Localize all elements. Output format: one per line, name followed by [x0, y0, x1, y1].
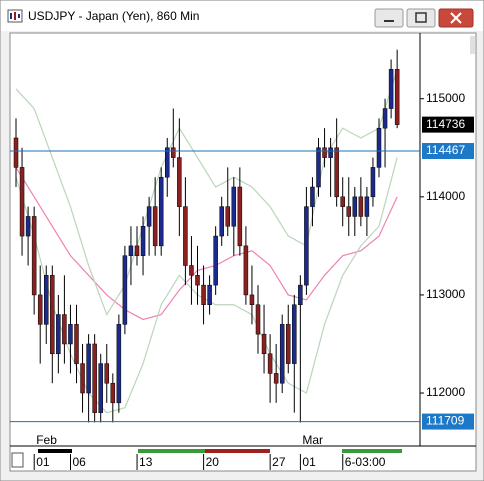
chart-panel [9, 32, 477, 472]
maximize-button[interactable] [406, 8, 436, 28]
y-tick-label: 112000 [426, 385, 465, 399]
indicator-line [15, 69, 398, 316]
candle-body [56, 314, 61, 355]
candle-body [279, 324, 285, 384]
candle-body [255, 304, 261, 335]
candle-body [310, 186, 315, 207]
y-tick-label: 113000 [426, 287, 465, 301]
price-tag [422, 143, 474, 160]
candle-body [346, 206, 351, 217]
candle-body [225, 206, 230, 227]
month-label: Mar [302, 433, 323, 447]
month-label: Feb [36, 433, 57, 447]
candle-body [104, 363, 109, 384]
candle-body [195, 275, 200, 286]
candle-body [394, 69, 400, 125]
candle-body [74, 324, 79, 364]
candle-body [322, 147, 327, 158]
candle-body [19, 167, 25, 237]
session-strip [38, 449, 402, 453]
candle-body [243, 245, 249, 296]
time-label: 06 [73, 455, 87, 469]
last-price-tag [422, 116, 474, 133]
candle-body [376, 127, 382, 168]
candle-body [352, 196, 358, 217]
time-label: 27 [272, 455, 286, 469]
candle-body [316, 147, 321, 188]
candle-body [273, 373, 279, 384]
candle-body [298, 284, 303, 305]
candle-body [152, 206, 158, 247]
time-label: 13 [139, 455, 153, 469]
candle-body [116, 324, 122, 404]
candle-body [382, 108, 388, 129]
last-price-label: 114736 [426, 117, 465, 131]
candle-body [140, 226, 146, 256]
candle-body [128, 245, 134, 256]
candle-body [207, 284, 212, 305]
candle-body [292, 304, 297, 364]
candle-body [165, 147, 170, 178]
price-tag-label: 114467 [426, 143, 465, 157]
candle-body [340, 196, 345, 207]
price-tag-label: 111709 [426, 414, 465, 428]
candle-body [37, 294, 43, 325]
candle-body [68, 324, 73, 345]
candle-body [31, 216, 37, 296]
app-icon [7, 9, 23, 23]
time-label: 20 [206, 455, 220, 469]
scroll-thumb[interactable] [470, 36, 475, 54]
candle-body [286, 324, 291, 364]
time-label: 6-03:00 [345, 455, 386, 469]
candle-body [134, 245, 140, 256]
candle-body [328, 147, 333, 158]
time-label: 01 [302, 455, 316, 469]
candle-body [183, 206, 188, 266]
candle-body [122, 255, 128, 325]
candle-body [201, 284, 206, 305]
candle-body [158, 176, 164, 247]
candle-body [146, 206, 152, 227]
candle-body [98, 363, 103, 413]
window-title: USDJPY - Japan (Yen), 860 Min [28, 9, 199, 23]
candle-body [213, 235, 218, 286]
time-label: 01 [36, 455, 50, 469]
close-button[interactable] [438, 8, 474, 28]
candle-body [334, 147, 339, 198]
candle-body [249, 294, 255, 305]
candle-body [13, 137, 19, 168]
candle-body [44, 275, 49, 325]
candle-body [267, 353, 273, 374]
indicator-line [15, 157, 398, 414]
candle-body [237, 186, 243, 247]
candle-body [62, 314, 67, 345]
candle-body [364, 196, 370, 217]
candle-body [50, 275, 55, 355]
candle-body [25, 216, 31, 237]
candle-body [189, 265, 194, 276]
candle-body [304, 206, 309, 286]
candle-body [231, 186, 237, 227]
candle-body [261, 333, 267, 355]
y-tick-label: 115000 [426, 91, 465, 105]
candle-body [219, 206, 224, 237]
candle-body [92, 343, 97, 413]
candle-body [80, 363, 85, 394]
price-tag [422, 413, 474, 430]
y-tick-label: 114000 [426, 189, 465, 203]
minimize-button[interactable] [374, 8, 404, 28]
candle-body [177, 157, 182, 207]
candle-body [171, 147, 176, 158]
candle-body [358, 196, 364, 217]
candle-body [370, 167, 376, 198]
candle-body [388, 69, 394, 109]
candle-body [86, 343, 91, 394]
candle-body [110, 382, 116, 404]
scroll-box[interactable] [11, 452, 24, 468]
indicator-line [15, 167, 398, 321]
